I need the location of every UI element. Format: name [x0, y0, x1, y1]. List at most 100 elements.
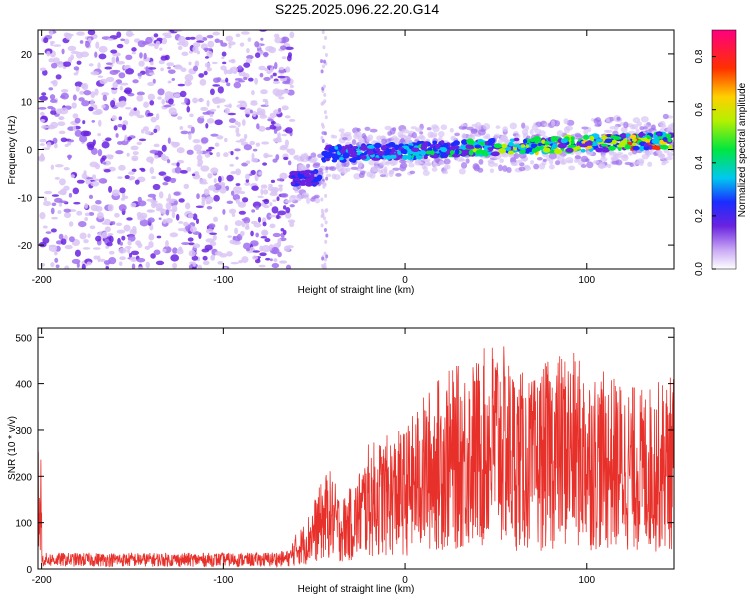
spectrogram-cell	[136, 114, 145, 119]
spectrogram-cell	[440, 147, 448, 153]
snr-xtick-label: -200	[32, 575, 52, 586]
spectrogram-cell	[179, 90, 187, 98]
spectrogram-cell	[616, 152, 624, 156]
spectrogram-cell	[167, 137, 171, 144]
spectrogram-cell	[366, 136, 371, 143]
spectrogram-cell	[189, 36, 196, 40]
spectrogram-cell	[610, 156, 618, 161]
spectrogram-cell	[455, 156, 464, 162]
spectrogram-cell	[54, 143, 58, 149]
spectrogram-cell	[246, 47, 250, 54]
spectrogram-cell	[269, 223, 276, 229]
spectrogram-cell	[427, 147, 433, 152]
spectrogram-cell	[157, 96, 162, 100]
spectrogram-cell	[374, 142, 382, 149]
spectrogram-cell	[258, 264, 266, 268]
colorbar-ticks: 0.0 0.2 0.4 0.6 0.8	[694, 49, 716, 276]
spectrogram-cell	[639, 126, 645, 131]
spectrogram-cell	[240, 230, 245, 237]
spectrogram-cell	[379, 174, 386, 178]
spectrogram-cell	[72, 187, 80, 195]
spectrogram-cell	[305, 181, 313, 187]
snr-frame	[37, 327, 675, 570]
spectrogram-cell	[623, 121, 629, 129]
spectrogram-cell	[274, 36, 282, 44]
spectrogram-ytick-label: 10	[21, 98, 33, 109]
spectrogram-cell	[226, 200, 234, 204]
spectrogram-cell	[128, 171, 135, 175]
spectrogram-cell	[116, 229, 126, 234]
spectrogram-cell	[132, 151, 139, 156]
spectrogram-cell	[126, 152, 130, 157]
spectrogram-cell	[595, 117, 601, 123]
spectrogram-cell	[50, 207, 55, 215]
spectrogram-cell	[42, 69, 48, 76]
spectrogram-cell	[147, 81, 155, 87]
spectrogram-cell	[645, 135, 651, 139]
spectrogram-cell	[131, 155, 139, 162]
spectrogram-cell	[262, 162, 268, 166]
spectrogram-cell	[259, 114, 267, 119]
spectrogram-cell	[60, 188, 67, 196]
spectrogram-cell	[344, 144, 351, 149]
spectrogram-cell	[86, 176, 93, 180]
spectrogram-cell	[204, 244, 213, 251]
spectrogram-cell	[271, 246, 280, 255]
spectrogram-cell	[46, 50, 51, 57]
spectrogram-cell	[235, 127, 240, 134]
spectrogram-cell	[147, 217, 155, 223]
spectrogram-cell	[97, 75, 104, 78]
spectrogram-cell	[550, 136, 559, 142]
spectrogram-cell	[154, 154, 159, 159]
spectrogram-cell	[228, 208, 237, 214]
spectrogram-cell	[484, 141, 489, 146]
spectrogram-cell	[191, 255, 199, 261]
spectrogram-cell	[136, 91, 145, 96]
spectrogram-cell	[523, 164, 530, 169]
spectrogram-cell	[49, 98, 58, 104]
spectrogram-cell	[116, 31, 122, 38]
spectrogram-cell	[450, 135, 457, 141]
spectrogram-cell	[87, 30, 96, 36]
spectrogram-cell	[505, 146, 511, 152]
spectrogram-cell	[275, 136, 282, 142]
spectrogram-cell	[91, 119, 96, 123]
spectrogram-cell	[627, 151, 633, 156]
spectrogram-cell	[149, 166, 155, 174]
spectrogram-cell	[262, 230, 268, 237]
spectrogram-cell	[362, 135, 368, 140]
spectrogram-cell	[301, 157, 309, 163]
spectrogram-cell	[461, 139, 469, 145]
spectrogram-cell	[183, 183, 190, 190]
spectrogram-cell	[94, 178, 100, 182]
spectrogram-cell	[301, 192, 310, 199]
spectrogram-cell	[199, 78, 207, 86]
spectrogram-cell	[318, 167, 323, 173]
spectrogram-cell	[131, 263, 136, 269]
spectrogram-cell	[252, 250, 260, 253]
colorbar-tick-label: 0.2	[694, 209, 705, 223]
spectrogram-cell	[136, 211, 142, 218]
spectrogram-cell	[408, 162, 415, 168]
spectrogram-cell	[104, 226, 111, 233]
spectrogram-cell	[279, 172, 288, 180]
spectrogram-cell	[236, 104, 243, 108]
spectrogram-cell	[273, 258, 278, 263]
spectrogram-cell	[98, 53, 107, 60]
spectrogram-cell	[158, 59, 165, 65]
spectrogram-cell	[264, 237, 271, 243]
spectrogram-cell	[165, 217, 173, 224]
spectrogram-cell	[117, 141, 123, 145]
spectrogram-cell	[582, 134, 590, 140]
spectrogram-cell	[59, 107, 69, 115]
spectrogram-cell	[132, 79, 139, 84]
spectrogram-cell	[359, 146, 368, 151]
spectrogram-cell	[306, 197, 311, 204]
spectrogram-cell	[324, 115, 328, 120]
snr-ylabel: SNR (10 * v/v)	[7, 416, 18, 480]
spectrogram-cell	[260, 235, 268, 239]
spectrogram-cell	[80, 130, 90, 137]
spectrogram-cell	[203, 188, 210, 196]
spectrogram-xtick-label: 0	[402, 275, 408, 286]
spectrogram-cell	[188, 61, 192, 66]
